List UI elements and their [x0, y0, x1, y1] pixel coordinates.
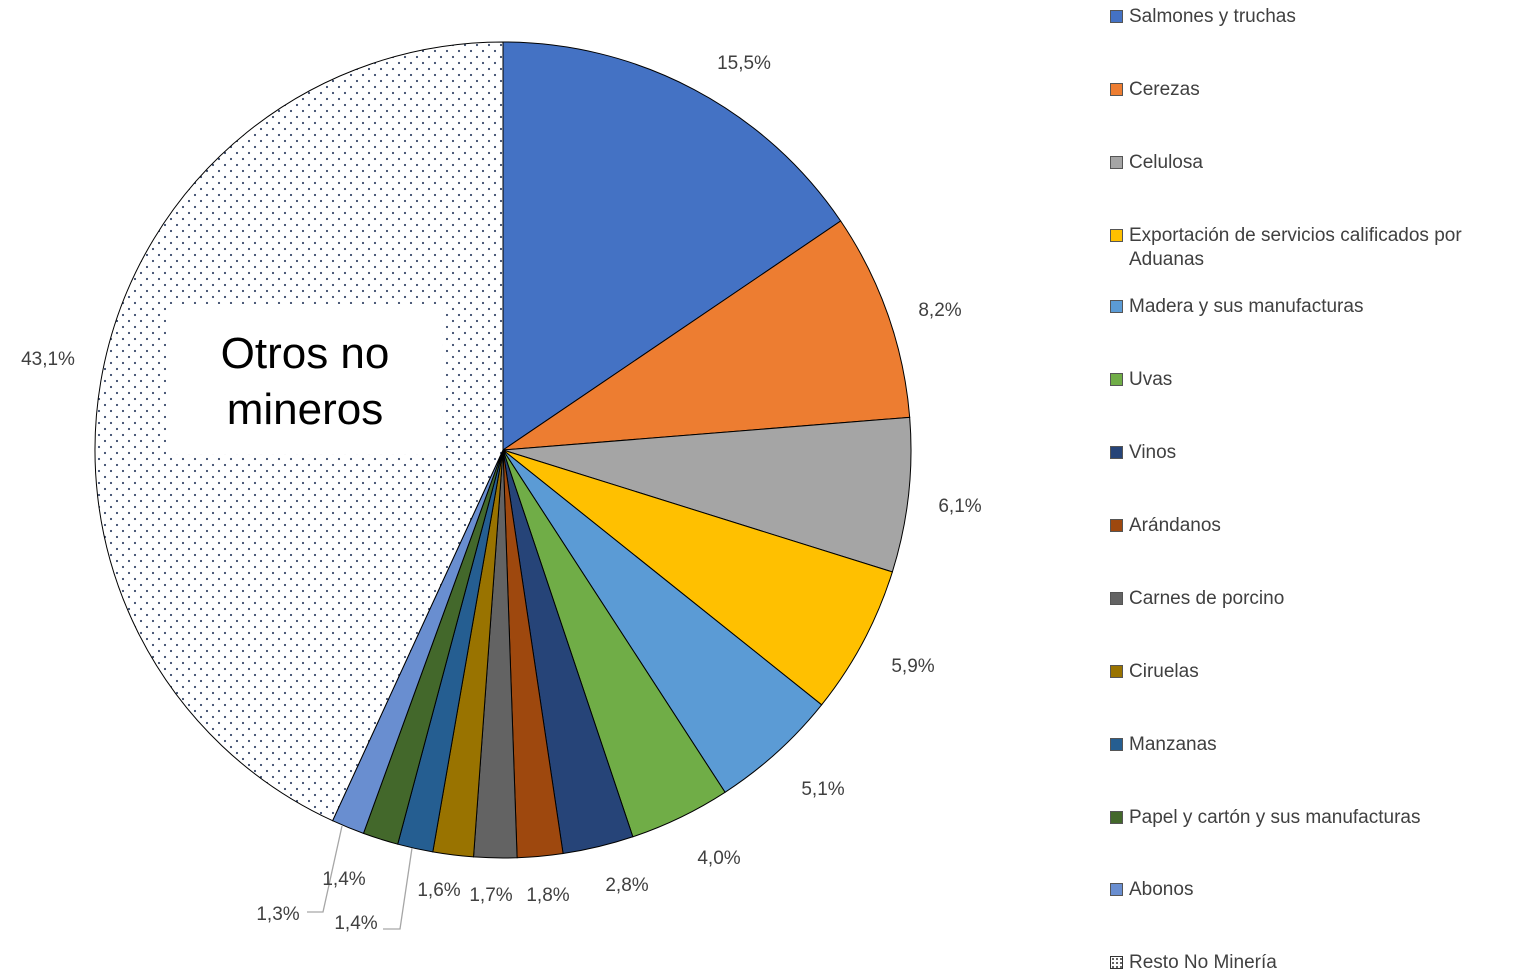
legend-swatch [1110, 738, 1123, 751]
legend-label: Resto No Minería [1129, 952, 1277, 973]
legend-swatch [1110, 956, 1123, 969]
legend-item-uvas: Uvas [1110, 368, 1519, 392]
data-label-cerezas: 8,2% [918, 300, 961, 321]
legend-swatch [1110, 519, 1123, 532]
center-label-box [166, 304, 442, 454]
legend-label: Ciruelas [1129, 661, 1199, 682]
legend-item-ciruelas: Ciruelas [1110, 660, 1519, 684]
legend-swatch [1110, 373, 1123, 386]
data-label-uvas: 4,0% [697, 848, 740, 869]
legend-item-exportacion-de-servicios-calificados-por-aduanas: Exportación de servicios calificados por… [1110, 224, 1519, 272]
leader-line-manzanas [383, 847, 413, 930]
legend-label: Carnes de porcino [1129, 588, 1285, 609]
legend-item-abonos: Abonos [1110, 878, 1519, 902]
legend-swatch [1110, 665, 1123, 678]
data-label-exportacion-de-servicios-calificados-por-aduanas: 5,9% [891, 656, 934, 677]
data-label-resto-no-mineria: 43,1% [21, 349, 75, 370]
legend-item-arandanos: Arándanos [1110, 514, 1519, 538]
legend-label: Papel y cartón y sus manufacturas [1129, 807, 1421, 828]
pie-slice-exportacion-de-servicios-calificados-por-aduanas [502, 449, 893, 706]
data-label-papel-y-carton-y-sus-manufacturas: 1,4% [322, 869, 365, 890]
legend-item-cerezas: Cerezas [1110, 78, 1519, 102]
legend-swatch [1110, 229, 1123, 242]
legend-swatch [1110, 446, 1123, 459]
data-label-ciruelas: 1,6% [417, 880, 460, 901]
data-label-madera-y-sus-manufacturas: 5,1% [801, 779, 844, 800]
data-label-salmones-y-truchas: 15,5% [717, 53, 771, 74]
data-label-manzanas: 1,4% [334, 913, 377, 934]
center-label-line-2: mineros [227, 385, 384, 434]
data-label-carnes-de-porcino: 1,7% [469, 885, 512, 906]
pie-slice-celulosa [502, 416, 912, 573]
legend-label: Salmones y truchas [1129, 6, 1296, 27]
legend-label: Celulosa [1129, 152, 1203, 173]
legend-swatch [1110, 811, 1123, 824]
legend-label: Manzanas [1129, 734, 1217, 755]
data-label-vinos: 2,8% [605, 875, 648, 896]
legend-item-madera-y-sus-manufacturas: Madera y sus manufacturas [1110, 295, 1519, 319]
pie-slice-salmones-y-truchas [502, 41, 842, 451]
legend-item-resto-no-mineria: Resto No Minería [1110, 951, 1519, 975]
legend-label: Madera y sus manufacturas [1129, 296, 1364, 317]
data-label-arandanos: 1,8% [526, 885, 569, 906]
legend-swatch [1110, 300, 1123, 313]
legend-item-papel-y-carton-y-sus-manufacturas: Papel y cartón y sus manufacturas [1110, 806, 1519, 830]
legend-swatch [1110, 10, 1123, 23]
legend-swatch [1110, 83, 1123, 96]
legend-item-carnes-de-porcino: Carnes de porcino [1110, 587, 1519, 611]
legend-label: Uvas [1129, 369, 1173, 390]
legend-label: Exportación de servicios calificados por… [1129, 225, 1462, 270]
legend-label: Vinos [1129, 442, 1177, 463]
center-label-line-1: Otros no [221, 329, 390, 378]
legend-item-vinos: Vinos [1110, 441, 1519, 465]
legend-label: Cerezas [1129, 79, 1200, 100]
legend-item-manzanas: Manzanas [1110, 733, 1519, 757]
leader-line-abonos [307, 825, 343, 913]
legend-label: Arándanos [1129, 515, 1221, 536]
legend-item-celulosa: Celulosa [1110, 151, 1519, 175]
legend-swatch [1110, 592, 1123, 605]
data-label-abonos: 1,3% [256, 904, 299, 925]
legend-label: Abonos [1129, 879, 1194, 900]
legend-item-salmones-y-truchas: Salmones y truchas [1110, 5, 1519, 29]
pie-slice-cerezas [501, 220, 911, 451]
data-label-celulosa: 6,1% [938, 496, 981, 517]
legend-swatch [1110, 883, 1123, 896]
legend-swatch [1110, 156, 1123, 169]
